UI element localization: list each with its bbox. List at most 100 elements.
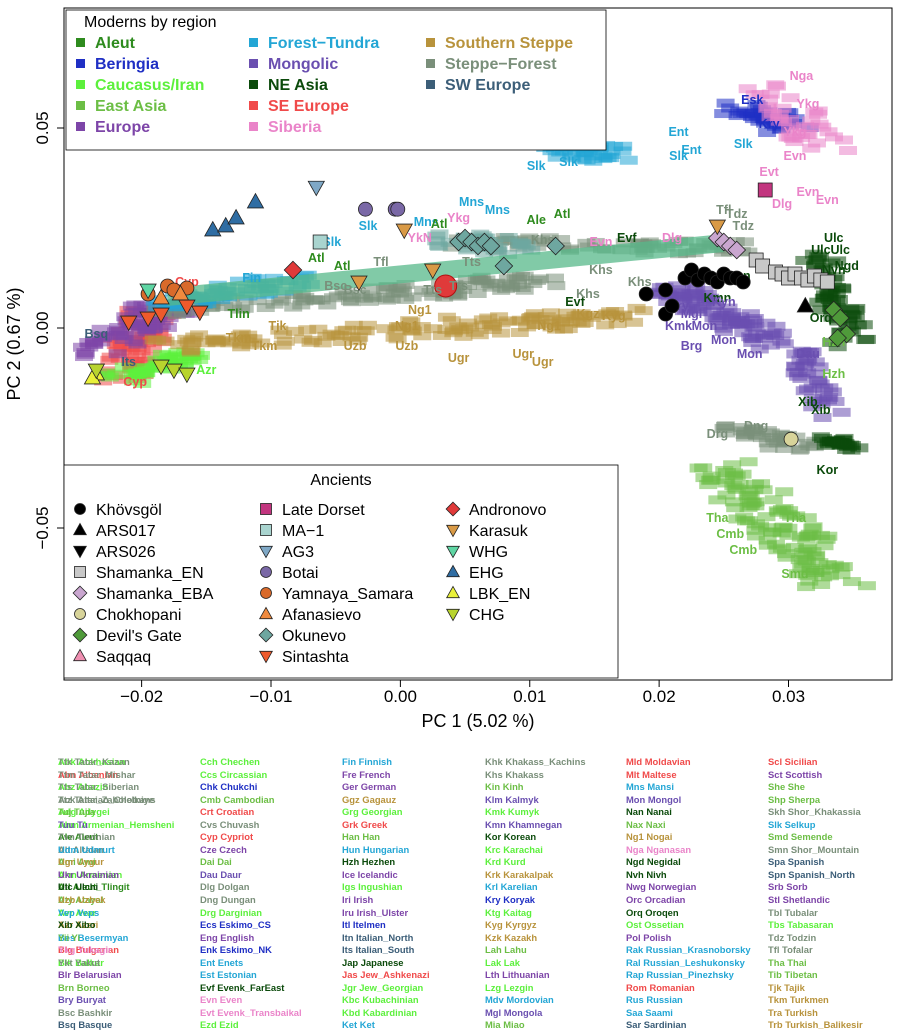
modern-sample [726,237,745,247]
modern-sample [804,522,823,532]
abbreviation-item: She She [768,781,805,793]
modern-label: Tdz [732,219,754,233]
modern-label: Mgl [681,307,703,321]
modern-sample [682,298,701,308]
modern-label: Hzh [822,367,845,381]
modern-label: Ykg [447,211,470,225]
abbreviation-item: Ttm Tatar_Mishar [58,768,136,780]
modern-label: Tha [706,511,729,525]
y-tick-label: 0.00 [33,311,52,344]
modern-sample [468,288,487,298]
modern-sample [183,337,202,347]
modern-label: Atl [431,217,448,231]
modern-sample [704,313,723,323]
modern-sample [780,124,799,134]
modern-sample [243,273,262,283]
modern-sample [857,334,876,344]
abbreviation-item: Kin Kinh [485,781,524,793]
abbreviation-item: Nga Nganasan [626,843,692,855]
modern-sample [511,240,530,250]
abbreviation-item: Han Han [342,831,381,843]
ancient-point [727,240,747,260]
ancients-legend-symbol [74,566,86,578]
abbreviation-item: Rak Russian_Krasnoborsky [626,944,751,956]
modern-label: Orq [810,311,832,325]
ancients-legend-label: ARS017 [96,523,156,540]
modern-sample [771,124,790,134]
modern-sample [124,376,143,386]
modern-label: Ng1 [537,319,561,333]
modern-sample [112,374,131,384]
abbreviation-item: Smd Semende [768,831,833,843]
modern-sample [805,107,824,117]
abbreviation-item: Krk Karakalpak [485,868,554,880]
abbreviation-item: Trb Turkish_Balikesir [768,1019,863,1031]
modern-sample [757,318,776,328]
modern-sample [748,431,767,441]
modern-sample [825,132,844,142]
abbreviation-item: Cze Czech [200,843,247,855]
modern-sample [385,332,404,342]
modern-sample [239,333,258,343]
ancients-legend-label: Chokhopani [96,607,181,624]
modern-sample [543,315,562,325]
abbreviation-item: Ack Altaian_Chelkans [58,793,156,805]
abbreviation-item: Atl Aleut_Tlingit [58,881,130,893]
x-tick-label: 0.03 [772,687,805,706]
modern-sample [313,338,332,348]
modern-label: Ale [526,213,546,227]
modern-sample [645,287,664,297]
modern-sample [833,284,852,294]
modern-label: Ykg [796,97,819,111]
modern-sample [743,337,762,347]
modern-label: Evn [784,149,807,163]
modern-sample [312,295,331,305]
abbreviation-item: Saa Saami [626,1006,673,1018]
abbreviation-item: Ng1 Nogai [626,831,673,843]
abbreviation-item: Ugr Uygur [58,856,104,868]
abbreviation-item: Evn Even [200,994,243,1006]
abbreviation-item: Iru Irish_Ulster [342,906,409,918]
modern-sample [820,392,839,402]
ancients-legend-label: Devil's Gate [96,628,182,645]
modern-sample [799,543,818,553]
abbreviation-item: Tuu Tu [58,818,88,830]
ancient-point [152,307,170,324]
modern-label: Bsc [324,279,347,293]
modern-sample [400,316,419,326]
modern-sample [559,324,578,334]
moderns-legend-box [65,9,607,151]
modern-sample [376,292,395,302]
modern-sample [724,468,743,478]
ancients-legend-label: Shamanka_EN [96,565,204,582]
abbreviation-item: Eng English [200,931,255,943]
ancient-point [283,260,303,280]
modern-sample [816,440,835,450]
modern-sample [170,340,189,350]
modern-sample [318,300,337,310]
modern-label: Smd [781,567,808,581]
modern-sample [430,229,449,239]
modern-sample [106,340,125,350]
modern-label: Slk [559,155,578,169]
abbreviation-item: Nan Nanai [626,806,672,818]
abbreviation-item: Avr Avar [58,906,97,918]
modern-label: Kor [817,463,839,477]
moderns-legend-label: Caucasus/Iran [95,77,204,94]
ancients-legend: Ancients Khövsgöl ARS017 ARS026 Shamanka_EN S… [63,464,619,679]
modern-sample [717,490,736,500]
modern-sample [309,324,328,334]
modern-sample [304,335,323,345]
x-tick-label: −0.02 [120,687,163,706]
modern-sample [798,356,817,366]
ancient-point [481,236,501,256]
modern-sample [474,320,493,330]
abbreviation-item: Orq Oroqen [626,906,679,918]
modern-label: Azr [196,363,216,377]
modern-sample [499,232,518,242]
modern-sample [615,238,634,248]
x-tick-label: −0.01 [249,687,292,706]
modern-sample [232,342,251,352]
modern-sample [803,347,822,357]
modern-sample [731,312,750,322]
